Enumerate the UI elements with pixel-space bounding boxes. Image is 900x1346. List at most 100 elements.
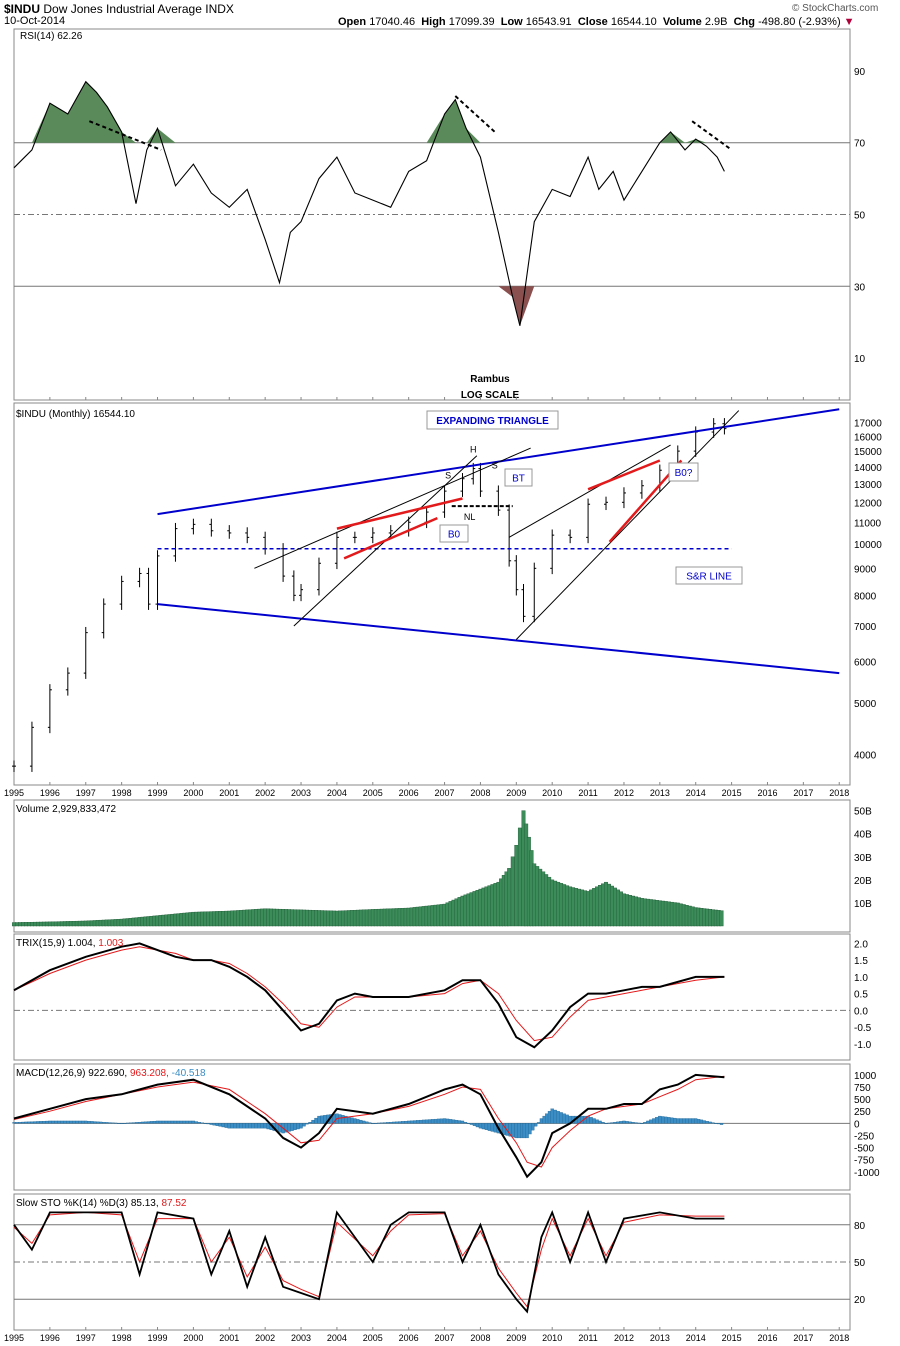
price-ytick-5000: 5000 bbox=[854, 699, 877, 710]
macd-histogram-bar bbox=[260, 1123, 264, 1129]
rsi-overbought-fill bbox=[31, 81, 707, 143]
macd-histogram-bar bbox=[418, 1119, 423, 1124]
macd-histogram-bar bbox=[356, 1119, 360, 1124]
macd-histogram-bar bbox=[236, 1123, 240, 1129]
year-label-bottom-2001: 2001 bbox=[219, 1333, 239, 1343]
macd-title: MACD(12,26,9) 922.690, 963.208, -40.518 bbox=[16, 1068, 206, 1079]
macd-histogram-bar bbox=[206, 1123, 210, 1125]
annotation-neckline: NL bbox=[464, 512, 476, 522]
macd-histogram-bar bbox=[341, 1115, 345, 1124]
macd-histogram-bar bbox=[182, 1120, 187, 1124]
year-label-bottom-2013: 2013 bbox=[650, 1333, 670, 1343]
volume-ytick-50B: 50B bbox=[854, 807, 872, 818]
macd-histogram-bar bbox=[60, 1120, 64, 1124]
macd-histogram-bar bbox=[179, 1120, 184, 1124]
macd-histogram-bar bbox=[610, 1122, 614, 1124]
price-ytick-9000: 9000 bbox=[854, 564, 877, 575]
macd-histogram-bar bbox=[634, 1122, 638, 1124]
macd-histogram-bar bbox=[81, 1120, 85, 1124]
expanding-triangle-bottom-line bbox=[157, 603, 840, 675]
trix-ytick--1.0: -1.0 bbox=[854, 1040, 872, 1051]
macd-histogram-bar bbox=[481, 1123, 486, 1130]
macd-histogram-bar bbox=[688, 1118, 692, 1124]
macd-histogram-bar bbox=[209, 1123, 213, 1125]
macd-histogram-bar bbox=[188, 1120, 193, 1124]
year-label-bottom-2005: 2005 bbox=[363, 1333, 383, 1343]
macd-histogram-bar bbox=[667, 1117, 671, 1124]
macd-histogram-bar bbox=[694, 1118, 698, 1124]
macd-histogram-bar bbox=[711, 1122, 715, 1124]
rsi-divergence-line-2 bbox=[691, 120, 733, 151]
macd-ytick--250: -250 bbox=[854, 1131, 874, 1142]
annotation-right-shoulder: S bbox=[492, 461, 498, 471]
price-ytick-7000: 7000 bbox=[854, 622, 877, 633]
macd-histogram-bar bbox=[263, 1123, 267, 1129]
channel-line-2 bbox=[515, 410, 740, 640]
macd-ytick-500: 500 bbox=[854, 1095, 871, 1106]
macd-ytick--500: -500 bbox=[854, 1144, 874, 1155]
pane-frame-trix bbox=[13, 933, 851, 1061]
macd-histogram-bar bbox=[102, 1121, 106, 1124]
macd-histogram-bar bbox=[658, 1115, 662, 1124]
macd-histogram-bar bbox=[90, 1121, 94, 1124]
macd-line bbox=[13, 1073, 725, 1179]
macd-histogram-bar bbox=[305, 1123, 309, 1125]
macd-histogram-bar bbox=[421, 1119, 426, 1124]
down-arrow-icon: ▼ bbox=[843, 16, 855, 28]
chart-header-title: $INDU Dow Jones Industrial Average INDX bbox=[4, 2, 234, 16]
volume-label: Volume bbox=[662, 16, 702, 28]
macd-histogram-bar bbox=[54, 1120, 58, 1124]
macd-histogram-bar bbox=[640, 1123, 644, 1125]
macd-histogram-bar bbox=[131, 1122, 136, 1124]
high-value: 17099.39 bbox=[448, 16, 495, 28]
macd-histogram-bar bbox=[395, 1121, 399, 1124]
annotation-left-shoulder: S bbox=[445, 471, 451, 481]
year-label-top-2013: 2013 bbox=[650, 788, 670, 798]
macd-ytick-1000: 1000 bbox=[854, 1071, 877, 1082]
macd-histogram-bar bbox=[185, 1120, 190, 1124]
macd-histogram-bar bbox=[314, 1117, 318, 1124]
macd-histogram-bar bbox=[105, 1122, 109, 1124]
macd-histogram-bar bbox=[705, 1121, 709, 1124]
macd-histogram-bar bbox=[161, 1120, 166, 1124]
macd-histogram-bar bbox=[353, 1118, 357, 1124]
macd-histogram-bar bbox=[293, 1123, 297, 1130]
watermark: © StockCharts.com bbox=[792, 3, 879, 14]
macd-histogram-bar bbox=[36, 1121, 40, 1124]
year-label-top-1995: 1995 bbox=[4, 788, 24, 798]
macd-histogram-bar bbox=[380, 1122, 384, 1124]
volume-value: 2.9B bbox=[704, 16, 728, 28]
expanding-triangle-label-box bbox=[426, 410, 559, 430]
macd-histogram-bar bbox=[622, 1120, 626, 1124]
macd-histogram-bar bbox=[251, 1123, 255, 1129]
year-label-bottom-2006: 2006 bbox=[399, 1333, 419, 1343]
macd-histogram-bar bbox=[287, 1123, 291, 1132]
macd-histogram-bar bbox=[445, 1118, 450, 1124]
year-label-top-2002: 2002 bbox=[255, 788, 275, 798]
macd-histogram-bar bbox=[685, 1118, 689, 1124]
macd-histogram-bar bbox=[218, 1123, 222, 1127]
macd-histogram-bar bbox=[511, 1123, 515, 1138]
macd-histogram-bar bbox=[478, 1123, 483, 1129]
rsi-ytick-30: 30 bbox=[854, 282, 866, 293]
macd-histogram-bar bbox=[311, 1119, 315, 1124]
volume-bar bbox=[517, 827, 522, 927]
volume-title: Volume 2,929,833,472 bbox=[16, 804, 117, 815]
annotation-bt: BT bbox=[512, 474, 525, 485]
price-ytick-4000: 4000 bbox=[854, 750, 877, 761]
macd-histogram-bar bbox=[51, 1120, 55, 1124]
macd-histogram-bar bbox=[454, 1119, 459, 1124]
macd-histogram-bar bbox=[167, 1120, 172, 1124]
close-value: 16544.10 bbox=[610, 16, 657, 28]
macd-histogram-bar bbox=[601, 1121, 605, 1124]
macd-histogram-bar bbox=[691, 1118, 695, 1124]
annotation-bt-box bbox=[504, 468, 533, 487]
macd-histogram-bar bbox=[562, 1113, 566, 1124]
volume-bar bbox=[514, 845, 519, 927]
year-label-top-2018: 2018 bbox=[829, 788, 849, 798]
macd-histogram-bar bbox=[407, 1120, 411, 1124]
macd-histogram-bar bbox=[143, 1121, 148, 1124]
macd-histogram-bar bbox=[84, 1120, 88, 1124]
macd-ytick-0: 0 bbox=[854, 1119, 860, 1130]
macd-histogram-bar bbox=[200, 1122, 205, 1124]
